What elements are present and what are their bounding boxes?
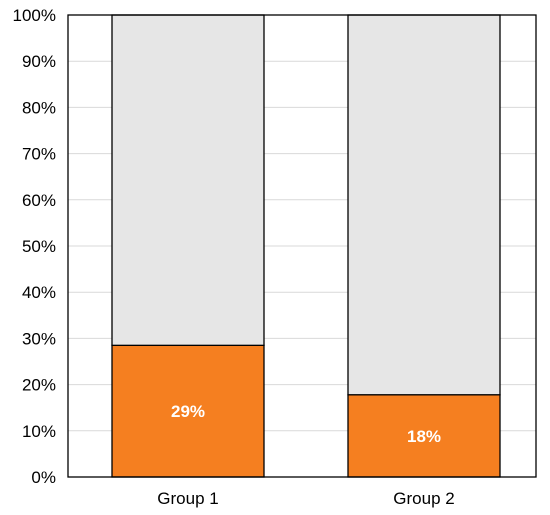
bar-segment xyxy=(111,14,265,346)
y-tick-label: 10% xyxy=(22,422,56,441)
y-tick-label: 100% xyxy=(13,6,56,25)
bars xyxy=(111,14,501,478)
y-tick-label: 50% xyxy=(22,237,56,256)
y-tick-label: 70% xyxy=(22,145,56,164)
y-tick-label: 30% xyxy=(22,329,56,348)
y-tick-label: 60% xyxy=(22,191,56,210)
x-category-label: Group 1 xyxy=(157,489,218,508)
y-tick-label: 20% xyxy=(22,376,56,395)
y-tick-label: 0% xyxy=(31,468,56,487)
bar-segment xyxy=(347,14,501,396)
x-category-label: Group 2 xyxy=(393,489,454,508)
data-labels: 29% 18% xyxy=(171,402,441,446)
y-axis-ticks: 0% 10% 20% 30% 40% 50% 60% 70% 80% 90% 100% xyxy=(13,6,56,487)
data-label: 29% xyxy=(171,402,205,421)
bar-segment xyxy=(111,344,265,478)
x-axis-categories: Group 1 Group 2 xyxy=(157,489,454,508)
y-tick-label: 40% xyxy=(22,283,56,302)
y-tick-label: 90% xyxy=(22,52,56,71)
y-tick-label: 80% xyxy=(22,98,56,117)
data-label: 18% xyxy=(407,427,441,446)
plot-area-border xyxy=(67,14,537,478)
